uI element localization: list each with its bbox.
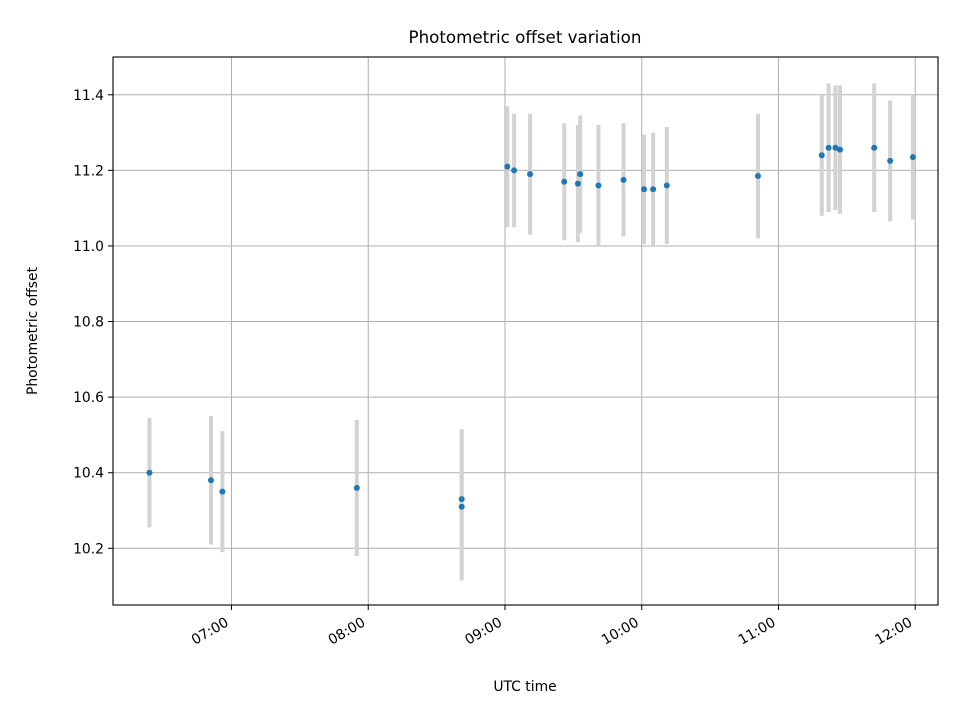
data-point [458, 503, 465, 510]
data-point [527, 171, 534, 178]
data-point [577, 171, 584, 178]
y-tick-label: 10.8 [73, 315, 104, 331]
y-axis-label: Photometric offset [25, 266, 41, 395]
data-point [754, 173, 761, 180]
chart-title: Photometric offset variation [409, 27, 642, 47]
data-point [511, 167, 518, 174]
data-point [871, 144, 878, 151]
y-axis-ticks: 10.2 10.4 10.6 10.8 11.0 11.2 11.4 [73, 88, 113, 557]
data-point [909, 154, 916, 161]
data-point [832, 144, 839, 151]
data-point [561, 178, 568, 185]
plot-frame [112, 56, 939, 606]
grid [113, 57, 938, 605]
data-point [663, 182, 670, 189]
data-point [207, 477, 214, 484]
data-point [504, 163, 511, 170]
y-tick-label: 11.4 [73, 88, 104, 104]
y-tick-label: 11.0 [73, 239, 104, 255]
x-axis-label: UTC time [493, 679, 556, 695]
data-point [887, 157, 894, 164]
y-tick-label: 10.4 [73, 466, 104, 482]
y-tick-label: 10.2 [73, 541, 104, 557]
data-point [650, 186, 657, 193]
data-point [595, 182, 602, 189]
data-point [641, 186, 648, 193]
data-point [353, 484, 360, 491]
data-point [620, 176, 627, 183]
y-tick-label: 10.6 [73, 390, 104, 406]
data-point [146, 469, 153, 476]
data-point [818, 152, 825, 159]
data-point [574, 180, 581, 187]
data-point [458, 496, 465, 503]
y-tick-label: 11.2 [73, 163, 104, 179]
data-point [837, 146, 844, 153]
data-point [825, 144, 832, 151]
data-point [219, 488, 226, 495]
data-points [146, 144, 916, 510]
